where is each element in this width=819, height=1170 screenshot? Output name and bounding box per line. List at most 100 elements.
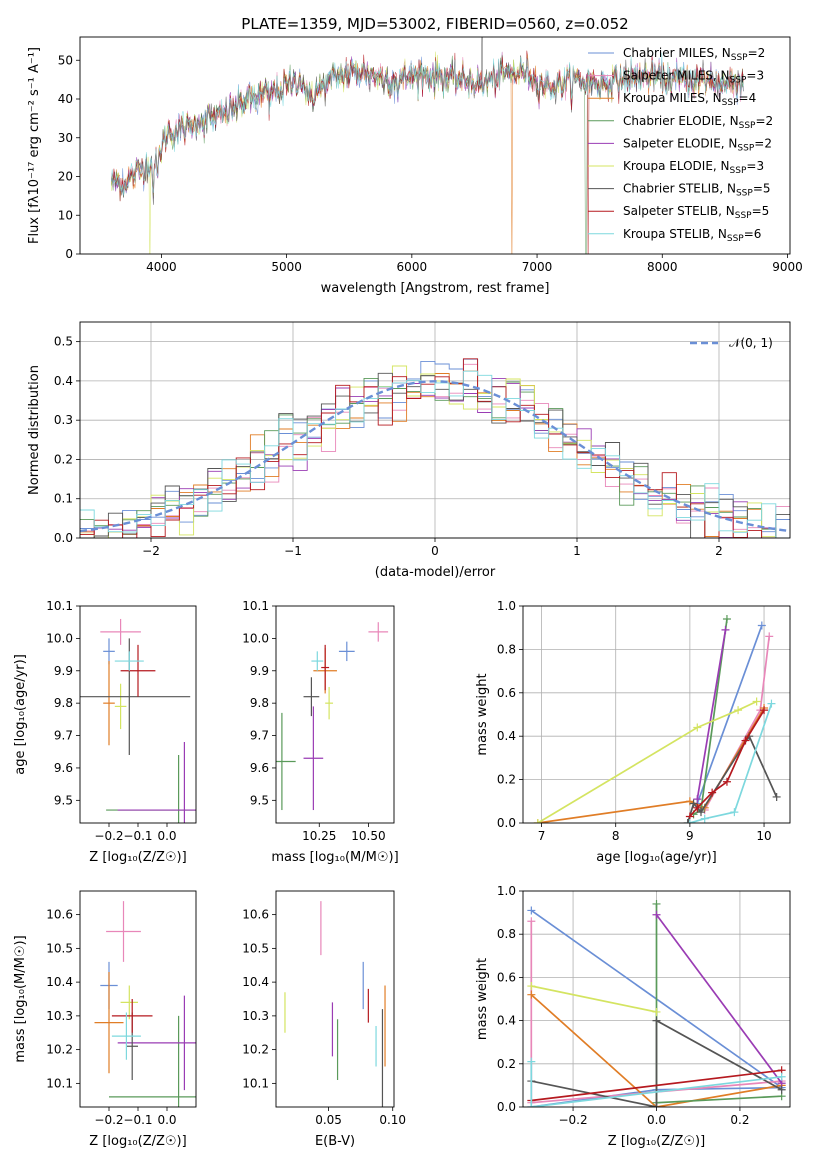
x-tick-label: −0.2 bbox=[558, 1113, 587, 1127]
weight-line bbox=[703, 636, 771, 811]
plot-area bbox=[276, 622, 389, 811]
y-axis-label: age [log₁₀(age/yr)] bbox=[13, 654, 28, 775]
x-tick-label: 7 bbox=[538, 829, 546, 843]
weight-marker bbox=[697, 808, 705, 817]
weight-marker bbox=[752, 697, 761, 706]
errorbar-point bbox=[106, 901, 141, 962]
legend-label: Chabrier ELODIE, NSSP=2 bbox=[623, 114, 773, 131]
errorbar-point bbox=[303, 677, 320, 717]
y-tick-label: 0.4 bbox=[497, 729, 516, 743]
panel-age_vs_Z: −0.2 −0.1 0.0 9.5 9.6 9.7 9.8 9.9 10.0 10.1 Z [log… bbox=[13, 599, 197, 865]
errorbar-point bbox=[100, 618, 141, 645]
y-tick-label: 10.1 bbox=[46, 599, 73, 613]
errorbar-point bbox=[321, 644, 330, 691]
y-tick-label: 9.7 bbox=[250, 729, 269, 743]
weight-marker bbox=[767, 699, 776, 708]
errorbar-point bbox=[114, 683, 127, 730]
errorbar-point bbox=[311, 651, 324, 671]
weight-marker bbox=[693, 723, 702, 732]
y-tick-label: 9.8 bbox=[250, 696, 269, 710]
weight-marker bbox=[652, 910, 661, 919]
legend-label: Chabrier STELIB, NSSP=5 bbox=[623, 182, 771, 199]
x-tick-label: 8 bbox=[612, 829, 620, 843]
weight-marker bbox=[734, 706, 743, 715]
weight-marker bbox=[757, 621, 766, 630]
x-tick-label: −0.2 bbox=[94, 829, 123, 843]
y-tick-label: 10.3 bbox=[242, 1009, 269, 1023]
errorbar-point bbox=[325, 686, 334, 720]
weight-line bbox=[537, 700, 757, 823]
y-tick-label: 0 bbox=[65, 247, 73, 261]
y-tick-label: 10.1 bbox=[242, 599, 269, 613]
histogram-step bbox=[80, 370, 790, 538]
weight-line bbox=[530, 1061, 782, 1107]
y-axis-label: mass weight bbox=[475, 958, 490, 1040]
errorbar-point bbox=[368, 622, 389, 642]
weight-marker bbox=[527, 1057, 536, 1066]
weight-marker bbox=[741, 736, 750, 745]
x-tick-label: 1 bbox=[573, 544, 581, 558]
plot-area bbox=[284, 901, 386, 1107]
y-tick-label: 1.0 bbox=[497, 884, 516, 898]
legend-label: Kroupa ELODIE, NSSP=3 bbox=[623, 159, 764, 176]
weight-marker bbox=[693, 795, 702, 804]
plot-area bbox=[111, 37, 744, 254]
y-tick-label: 9.5 bbox=[250, 793, 269, 807]
weight-marker bbox=[685, 819, 694, 823]
x-axis-label: mass [log₁₀(M/M☉)] bbox=[271, 850, 398, 865]
figure-title: PLATE=1359, MJD=53002, FIBERID=0560, z=0… bbox=[241, 15, 628, 33]
y-tick-label: 0.4 bbox=[497, 1014, 516, 1028]
weight-marker bbox=[689, 799, 698, 808]
x-tick-label: 10.50 bbox=[351, 829, 385, 843]
panel-massweight_vs_Z: −0.2 0.0 0.2 0.0 0.2 0.4 0.6 0.8 1.0 Z [log₁₀(Z/Z… bbox=[475, 884, 791, 1149]
axes-frame bbox=[79, 36, 791, 255]
y-tick-label: 0.1 bbox=[54, 492, 73, 506]
spectrum-line bbox=[111, 37, 744, 205]
weight-line bbox=[696, 629, 727, 800]
panel-mass_vs_Z: −0.2 −0.1 0.0 10.1 10.2 10.3 10.4 10.5 10.6 Z [lo… bbox=[13, 890, 197, 1149]
plot-area bbox=[94, 901, 196, 1107]
y-axis-label: mass [log₁₀(M/M☉)] bbox=[13, 935, 28, 1062]
panels: 4000 5000 6000 7000 8000 900001020304050wavel… bbox=[13, 36, 803, 1149]
axes-frame bbox=[522, 890, 791, 1108]
errorbar-point bbox=[276, 712, 296, 811]
x-tick-label: 4000 bbox=[146, 260, 177, 274]
errorbar-point bbox=[111, 1012, 141, 1060]
errorbar-point bbox=[114, 651, 144, 671]
x-tick-label: 6000 bbox=[397, 260, 428, 274]
gaussian-curve bbox=[80, 380, 790, 533]
y-tick-label: 0.2 bbox=[497, 773, 516, 787]
plot-area bbox=[80, 358, 790, 538]
weight-marker bbox=[777, 1072, 786, 1081]
weight-marker bbox=[527, 990, 536, 999]
weight-marker bbox=[730, 808, 739, 817]
legend-label: Salpeter MILES, NSSP=3 bbox=[623, 69, 764, 86]
y-tick-label: 0.6 bbox=[497, 686, 516, 700]
panel-mass_vs_ebv: 0.05 0.10 10.1 10.2 10.3 10.4 10.5 10.6 E(B-V) bbox=[242, 890, 406, 1149]
legend: Chabrier MILES, NSSP=2 Salpeter MILES, NS… bbox=[588, 46, 773, 244]
y-tick-label: 10 bbox=[58, 208, 73, 222]
x-tick-label: −0.1 bbox=[123, 829, 152, 843]
errorbar-point bbox=[303, 706, 324, 811]
weight-marker bbox=[760, 706, 769, 715]
weight-line bbox=[531, 1019, 783, 1107]
weight-marker bbox=[652, 899, 661, 908]
y-tick-label: 10.5 bbox=[46, 941, 73, 955]
axes-frame bbox=[275, 605, 395, 824]
weight-marker bbox=[652, 1016, 661, 1025]
weight-marker bbox=[721, 625, 730, 634]
gridlines bbox=[80, 322, 790, 539]
y-tick-label: 0.2 bbox=[497, 1057, 516, 1071]
weight-marker bbox=[693, 803, 702, 812]
axes-frame bbox=[79, 890, 197, 1108]
gridlines bbox=[523, 605, 790, 824]
x-tick-label: −2 bbox=[142, 544, 160, 558]
weight-marker bbox=[722, 777, 731, 786]
x-tick-label: 10.25 bbox=[302, 829, 336, 843]
y-tick-label: 10.4 bbox=[46, 975, 73, 989]
y-tick-label: 9.8 bbox=[54, 696, 73, 710]
weight-line bbox=[689, 709, 765, 818]
weight-line bbox=[531, 985, 657, 1013]
y-axis-label: mass weight bbox=[475, 673, 490, 755]
